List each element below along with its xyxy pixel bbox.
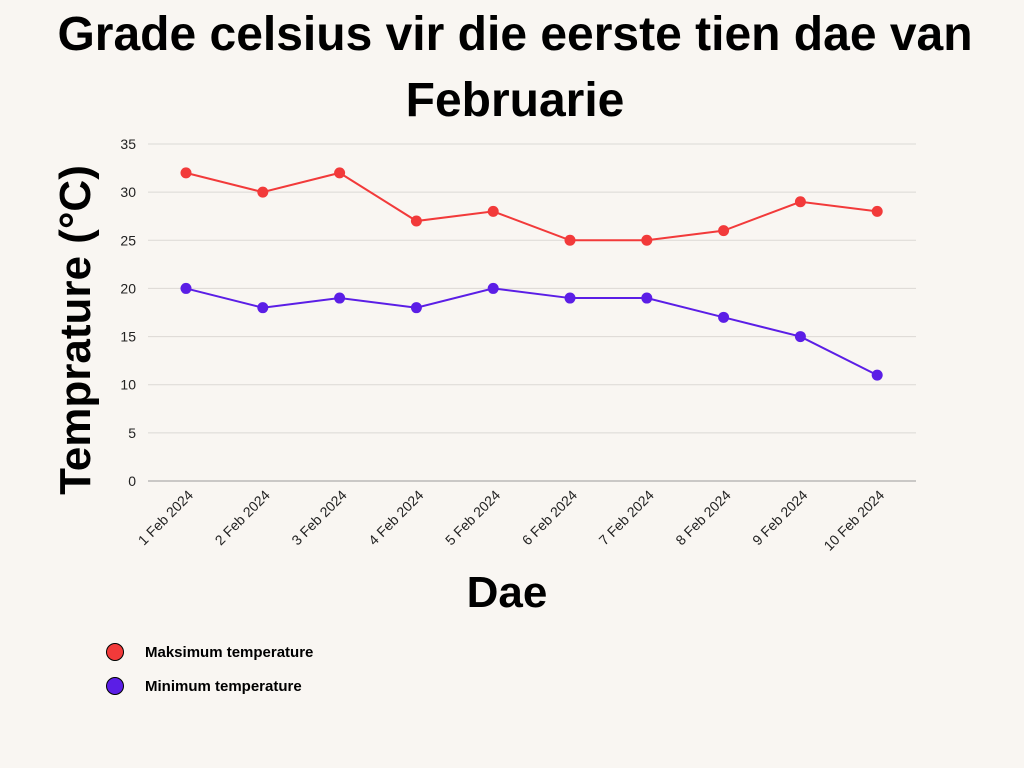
x-tick-label: 5 Feb 2024	[442, 487, 504, 549]
data-point	[871, 369, 883, 381]
chart-title: Grade celsius vir die eerste tien dae va…	[57, 8, 973, 127]
data-point	[180, 282, 192, 294]
y-tick-label: 5	[128, 425, 136, 441]
x-tick-label: 7 Feb 2024	[596, 487, 658, 549]
data-point	[564, 292, 576, 304]
data-point	[718, 225, 730, 237]
data-point	[564, 234, 576, 246]
data-point	[794, 331, 806, 343]
legend-swatch-min	[106, 677, 124, 695]
x-tick-label: 6 Feb 2024	[519, 487, 581, 549]
data-point	[641, 234, 653, 246]
data-point	[641, 292, 653, 304]
legend-item-max: Maksimum temperature	[106, 640, 313, 664]
legend: Maksimum temperature Minimum temperature	[106, 640, 313, 708]
y-tick-label: 15	[120, 329, 136, 345]
data-point	[257, 186, 269, 198]
grid-lines	[148, 143, 916, 482]
data-point	[794, 196, 806, 208]
x-tick-label: 8 Feb 2024	[672, 487, 734, 549]
x-axis-ticks: 1 Feb 2024 2 Feb 2024 3 Feb 2024 4 Feb 2024…	[135, 487, 888, 554]
legend-label-max: Maksimum temperature	[145, 643, 314, 661]
x-tick-label: 2 Feb 2024	[212, 487, 274, 549]
y-tick-label: 25	[120, 232, 136, 248]
y-tick-label: 10	[120, 377, 136, 393]
data-point	[718, 311, 730, 323]
data-point	[410, 302, 422, 314]
y-tick-label: 30	[120, 184, 136, 200]
legend-swatch-max	[106, 643, 124, 661]
legend-item-min: Minimum temperature	[106, 674, 313, 698]
x-tick-label: 1 Feb 2024	[135, 487, 197, 549]
data-point	[334, 292, 346, 304]
x-tick-label: 9 Feb 2024	[749, 487, 811, 549]
y-tick-label: 35	[120, 136, 136, 152]
y-axis-label: Temprature (°C)	[51, 165, 100, 495]
y-axis-ticks: 0 5 10 15 20 25 30 35	[120, 136, 136, 489]
data-point	[487, 282, 499, 294]
legend-label-min: Minimum temperature	[145, 677, 302, 695]
series-line-1	[185, 287, 878, 376]
series-line-0	[185, 171, 878, 242]
data-point	[334, 167, 346, 179]
x-tick-label: 4 Feb 2024	[365, 487, 427, 549]
data-point	[180, 167, 192, 179]
x-tick-label: 3 Feb 2024	[288, 487, 350, 549]
y-tick-label: 20	[120, 280, 136, 296]
data-point	[487, 205, 499, 217]
x-tick-label: 10 Feb 2024	[820, 487, 887, 554]
data-point	[257, 302, 269, 314]
data-point	[410, 215, 422, 227]
x-axis-label: Dae	[466, 568, 548, 617]
y-tick-label: 0	[128, 473, 136, 489]
data-point	[871, 205, 883, 217]
data-series	[180, 167, 883, 381]
